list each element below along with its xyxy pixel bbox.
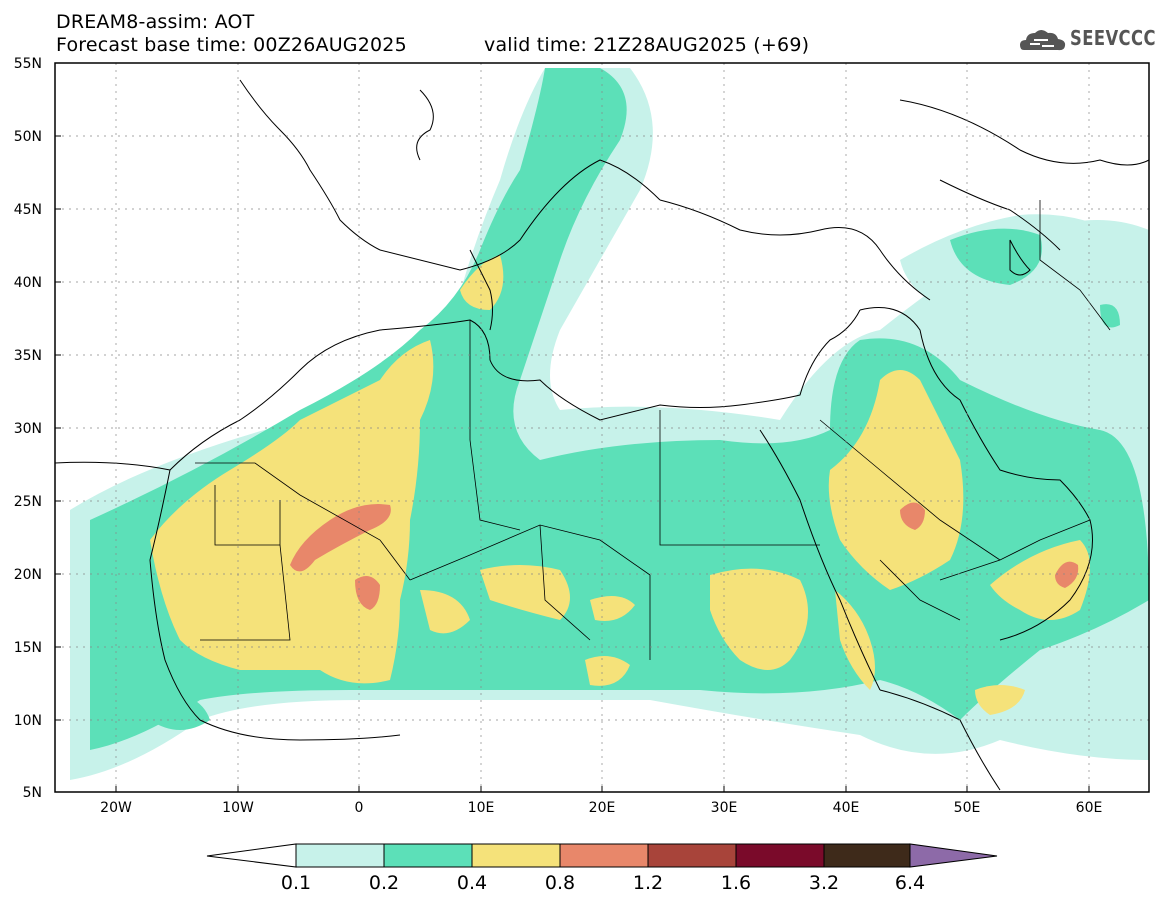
lat-label-50n: 50N (13, 129, 42, 145)
colorbar-label-1.2: 1.2 (632, 872, 664, 894)
cloud-logo-icon (1020, 30, 1066, 51)
lat-label-55n: 55N (13, 56, 42, 72)
lon-label-10w: 10W (222, 800, 254, 816)
aot-band-0.8 (290, 502, 1079, 610)
colorbar-label-0.2: 0.2 (368, 872, 400, 894)
lon-label-50e: 50E (953, 800, 981, 816)
lon-label-20e: 20E (588, 800, 616, 816)
colorbar-segment-5 (647, 843, 737, 868)
colorbar-segment-1 (295, 843, 385, 868)
lat-label-5n: 5N (22, 785, 42, 801)
lat-label-15n: 15N (13, 640, 42, 656)
lat-label-25n: 25N (13, 494, 42, 510)
lat-label-40n: 40N (13, 275, 42, 291)
colorbar-min-arrow (206, 843, 297, 868)
borders (195, 200, 1111, 660)
colorbar-label-0.4: 0.4 (456, 872, 488, 894)
colorbar-segment-6 (735, 843, 825, 868)
logo-text: SEEVCCC (1070, 26, 1156, 50)
colorbar-segment-3 (471, 843, 561, 868)
colorbar-max-arrow (909, 843, 998, 868)
colorbar-segment-7 (823, 843, 911, 868)
lon-label-60e: 60E (1075, 800, 1103, 816)
title-line-2: Forecast base time: 00Z26AUG2025 (56, 34, 407, 56)
lon-label-40e: 40E (832, 800, 860, 816)
axis-ticks (55, 62, 1090, 792)
gridlines (55, 63, 1149, 792)
lat-label-35n: 35N (13, 348, 42, 364)
lon-label-20w: 20W (100, 800, 132, 816)
lon-label-0: 0 (354, 800, 364, 816)
coastlines (55, 79, 1149, 791)
colorbar (206, 843, 998, 868)
colorbar-label-0.1: 0.1 (280, 872, 312, 894)
title-line-1: DREAM8-assim: AOT (56, 11, 255, 33)
colorbar-segment-2 (383, 843, 473, 868)
colorbar-label-6.4: 6.4 (894, 872, 926, 894)
colorbar-label-0.8: 0.8 (544, 872, 576, 894)
valid-time: valid time: 21Z28AUG2025 (+69) (484, 34, 810, 56)
colorbar-segment-4 (559, 843, 649, 868)
colorbar-label-3.2: 3.2 (808, 872, 840, 894)
lat-label-10n: 10N (13, 713, 42, 729)
lat-label-20n: 20N (13, 567, 42, 583)
aot-fields (70, 68, 1149, 780)
lat-label-30n: 30N (13, 421, 42, 437)
colorbar-label-1.6: 1.6 (720, 872, 752, 894)
lon-label-30e: 30E (710, 800, 738, 816)
lat-label-45n: 45N (13, 202, 42, 218)
lon-label-10e: 10E (467, 800, 495, 816)
aot-band-0.4 (150, 255, 1090, 715)
